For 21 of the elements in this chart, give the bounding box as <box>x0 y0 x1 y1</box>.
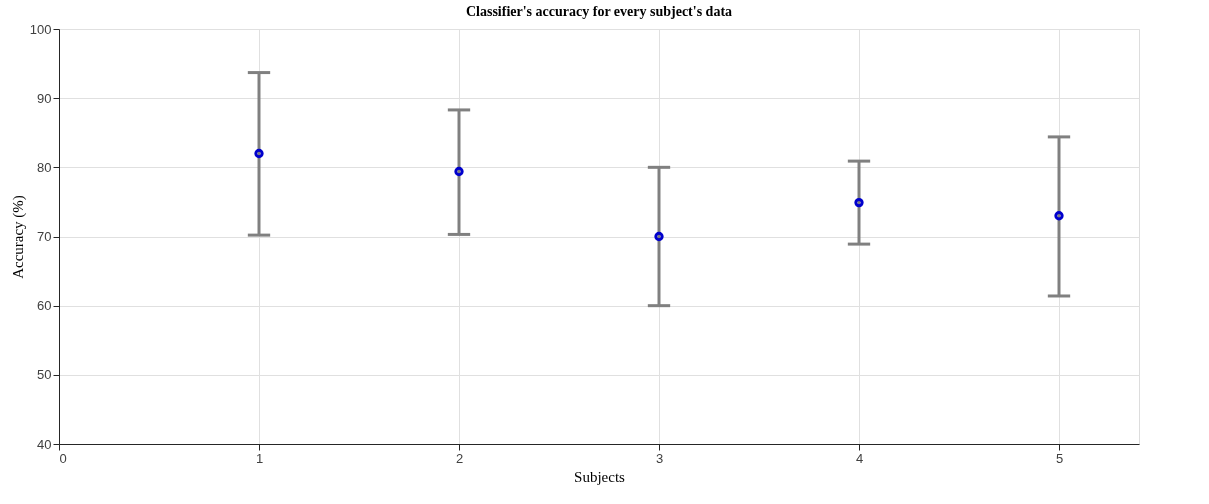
point <box>854 197 864 208</box>
chart-title: Classifier's accuracy for every subject's data <box>465 4 733 19</box>
x-axis-title: Subjects <box>574 468 626 485</box>
y-axis-title: Accuracy (%) <box>9 195 27 279</box>
point <box>254 148 264 159</box>
x-tick-label: 3 <box>655 450 664 466</box>
point <box>654 231 664 242</box>
y-tick-label: 60 <box>37 298 52 314</box>
x-tick-label: 4 <box>855 450 864 466</box>
x-tick-label: 5 <box>1055 450 1064 466</box>
x-tick-label: 0 <box>59 450 67 466</box>
point <box>454 166 464 177</box>
y-tick-label: 80 <box>37 159 52 175</box>
x-tick-label: 1 <box>255 450 264 466</box>
y-tick-label: 90 <box>37 90 52 106</box>
y-tick-label: 50 <box>37 367 52 383</box>
y-tick-label: 40 <box>37 436 52 452</box>
x-tick-label: 2 <box>455 450 464 466</box>
point <box>1054 211 1064 221</box>
y-tick-label: 70 <box>37 229 52 244</box>
y-tick-label: 100 <box>29 21 52 37</box>
